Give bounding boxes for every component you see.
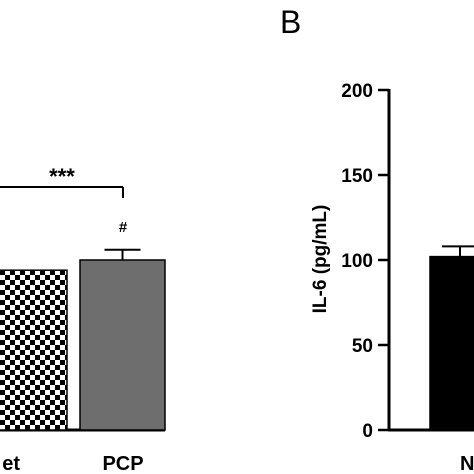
- panel-a-tick-labels: et PCP: [2, 453, 143, 474]
- panel-letter-b: B: [280, 4, 301, 40]
- panel-a-bars: [0, 248, 166, 431]
- panel-b-tick-labels: N: [460, 453, 474, 474]
- panel-b-y-tick-label-1: 50: [352, 336, 373, 357]
- panel-b-y-tick-label-4: 200: [341, 81, 373, 102]
- panel-a-category-label-0: et: [2, 453, 20, 474]
- panel-b-y-tick-label-0: 0: [362, 421, 373, 442]
- panel-a: et PCP *** #: [0, 164, 166, 474]
- panel-b-y-axis-label: IL-6 (pg/mL): [310, 205, 331, 314]
- panel-b-bar-0: [429, 255, 474, 431]
- panel-a-bar-0: [0, 269, 68, 431]
- panel-b: B 0 50 100 150 200 IL-6 (pg/mL) N: [280, 4, 474, 474]
- panel-b-y-tick-label-3: 150: [341, 166, 373, 187]
- pcp-hash-mark: #: [119, 219, 128, 236]
- significance-stars: ***: [49, 164, 75, 189]
- panel-a-category-label-1: PCP: [102, 453, 143, 474]
- panel-b-y-tick-label-2: 100: [341, 251, 373, 272]
- panel-b-category-label-0: N: [460, 453, 474, 474]
- panel-b-bars: [429, 245, 474, 431]
- panel-a-bar-1: [79, 259, 166, 431]
- panel-b-y-ticks: 0 50 100 150 200: [341, 81, 389, 442]
